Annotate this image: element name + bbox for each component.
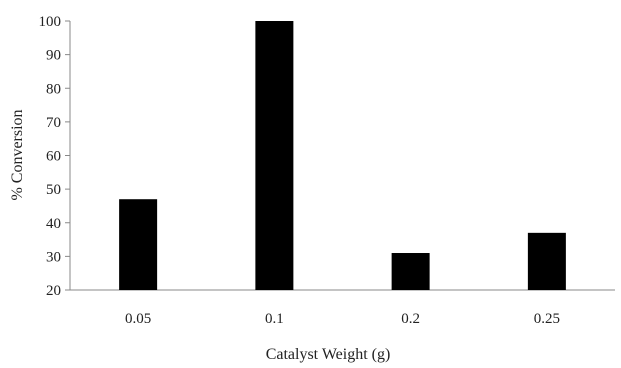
x-tick-label: 0.25	[534, 311, 560, 327]
y-tick-label: 40	[46, 216, 61, 232]
bar-0.2	[391, 253, 430, 290]
y-tick-label: 100	[39, 14, 62, 30]
x-axis-ticks: 0.05 0.1 0.2 0.25	[125, 311, 560, 327]
y-axis-ticks: 20 30 40 50 60 70 80 90 100	[39, 14, 70, 299]
y-axis-label: % Conversion	[9, 109, 26, 200]
y-tick-label: 60	[46, 149, 61, 165]
x-tick-label: 0.1	[265, 311, 284, 327]
y-tick-label: 30	[46, 249, 61, 265]
bar-0.1	[255, 21, 294, 290]
y-tick-label: 90	[46, 48, 61, 64]
y-tick-label: 20	[46, 283, 61, 299]
x-tick-label: 0.05	[125, 311, 151, 327]
bar-0.25	[527, 232, 566, 290]
x-tick-label: 0.2	[401, 311, 420, 327]
bar-0.05	[119, 199, 158, 290]
y-tick-label: 80	[46, 81, 61, 97]
bars	[119, 21, 566, 290]
x-axis-label: Catalyst Weight (g)	[266, 346, 391, 363]
y-tick-label: 50	[46, 182, 61, 198]
y-tick-label: 70	[46, 115, 61, 131]
